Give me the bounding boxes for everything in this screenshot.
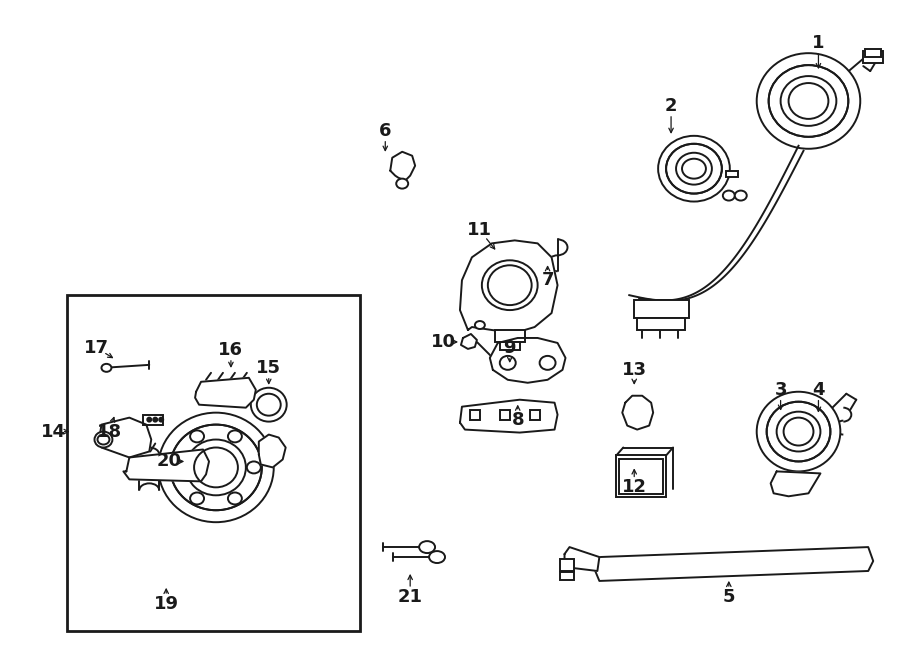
Ellipse shape <box>102 364 112 372</box>
Polygon shape <box>490 338 565 383</box>
Ellipse shape <box>780 76 836 126</box>
Text: 1: 1 <box>812 34 824 52</box>
Bar <box>495 330 525 342</box>
Text: 13: 13 <box>622 361 647 379</box>
Ellipse shape <box>419 541 435 553</box>
Ellipse shape <box>676 153 712 184</box>
Text: 3: 3 <box>774 381 787 399</box>
Text: 9: 9 <box>503 339 516 357</box>
Polygon shape <box>460 400 557 432</box>
Ellipse shape <box>777 412 821 451</box>
Polygon shape <box>195 378 256 408</box>
Bar <box>560 572 574 580</box>
Ellipse shape <box>170 424 262 510</box>
Ellipse shape <box>482 260 537 310</box>
Bar <box>616 455 666 497</box>
Ellipse shape <box>190 492 204 504</box>
Polygon shape <box>123 449 209 481</box>
Polygon shape <box>461 334 477 349</box>
Text: 15: 15 <box>256 359 282 377</box>
Ellipse shape <box>429 551 445 563</box>
Text: 20: 20 <box>157 452 182 471</box>
Text: 4: 4 <box>812 381 824 399</box>
Text: 10: 10 <box>430 333 455 351</box>
Bar <box>619 459 663 494</box>
Ellipse shape <box>540 356 555 370</box>
Ellipse shape <box>734 190 747 200</box>
Ellipse shape <box>757 53 860 149</box>
Bar <box>725 171 738 176</box>
Ellipse shape <box>757 392 841 471</box>
Text: 8: 8 <box>511 410 524 428</box>
Ellipse shape <box>159 418 163 422</box>
Ellipse shape <box>475 321 485 329</box>
Ellipse shape <box>186 440 246 495</box>
Bar <box>865 49 881 57</box>
Ellipse shape <box>658 136 730 202</box>
Text: 2: 2 <box>665 97 678 115</box>
Bar <box>560 559 574 571</box>
Ellipse shape <box>769 65 849 137</box>
Ellipse shape <box>251 388 287 422</box>
Polygon shape <box>100 418 151 457</box>
Polygon shape <box>770 471 821 496</box>
Polygon shape <box>594 547 873 581</box>
Ellipse shape <box>153 418 157 422</box>
Bar <box>67 295 360 631</box>
Text: 14: 14 <box>41 422 67 441</box>
Ellipse shape <box>500 356 516 370</box>
Text: 18: 18 <box>97 422 122 441</box>
Bar <box>863 51 883 63</box>
Ellipse shape <box>158 412 274 522</box>
Bar <box>143 414 163 424</box>
Ellipse shape <box>767 402 831 461</box>
Text: 19: 19 <box>154 595 179 613</box>
Ellipse shape <box>148 418 151 422</box>
Text: 7: 7 <box>541 271 554 290</box>
Polygon shape <box>391 152 415 180</box>
Text: 6: 6 <box>379 122 392 140</box>
Bar <box>530 410 540 420</box>
Polygon shape <box>564 547 599 571</box>
Text: 12: 12 <box>622 479 647 496</box>
Ellipse shape <box>228 492 242 504</box>
Text: 21: 21 <box>398 588 423 606</box>
Ellipse shape <box>190 430 204 442</box>
Ellipse shape <box>723 190 734 200</box>
Text: 16: 16 <box>219 341 243 359</box>
Text: 11: 11 <box>467 221 492 239</box>
Bar <box>470 410 480 420</box>
Polygon shape <box>622 396 653 430</box>
Bar <box>500 410 509 420</box>
Polygon shape <box>259 434 285 467</box>
Ellipse shape <box>396 178 409 188</box>
Bar <box>637 318 685 330</box>
Ellipse shape <box>666 144 722 194</box>
Bar <box>500 342 519 350</box>
Ellipse shape <box>228 430 242 442</box>
Ellipse shape <box>247 461 261 473</box>
Text: 5: 5 <box>723 588 735 606</box>
Ellipse shape <box>94 432 112 447</box>
Polygon shape <box>460 241 557 333</box>
Bar <box>634 300 689 318</box>
Text: 17: 17 <box>84 339 109 357</box>
Ellipse shape <box>171 461 185 473</box>
